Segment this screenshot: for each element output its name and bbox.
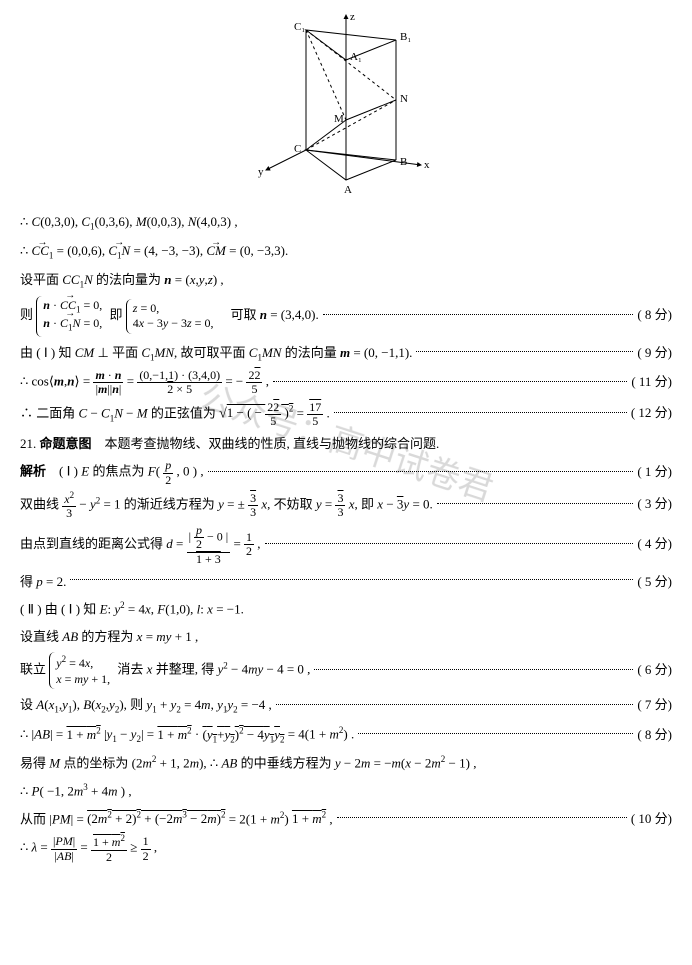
line-content: 解析 ( Ⅰ ) E 的焦点为 F( p2 , 0 ) , [20,459,204,486]
solution-line: 21. 命题意图 本题考查抛物线、双曲线的性质, 直线与抛物线的综合问题. [20,432,672,455]
solution-line: 得 p = 2. ( 5 分) [20,570,672,593]
solution-line: 易得 M 点的坐标为 (2m2 + 1, 2m), ∴ AB 的中垂线方程为 y… [20,751,672,775]
line-content: 由 ( Ⅰ ) 知 CM ⊥ 平面 C1MN, 故可取平面 C1MN 的法向量 … [20,341,412,366]
solution-line: ∴ cos⟨m,n⟩ = m · n|m||n| = (0,−1,1) · (3… [20,369,672,396]
solution-line: ∴ C(0,3,0), C1(0,3,6), M(0,0,3), N(4,0,3… [20,210,672,235]
solution-line: 由 ( Ⅰ ) 知 CM ⊥ 平面 C1MN, 故可取平面 C1MN 的法向量 … [20,341,672,366]
leader-dots [273,380,627,382]
solution-line: ∴ 二面角 C − C1N − M 的正弦值为 √1 − ( − 225 )2 … [20,401,672,428]
leader-dots [358,732,633,734]
score-label: ( 7 分) [637,693,672,716]
label-A: A [344,184,352,196]
solution-line: 由点到直线的距离公式得 d = | p2 − 0 |1 + 3 = 12 , ( … [20,524,672,566]
label-A1: A₁ [350,51,362,63]
solution-line: 则 n · CC1 = 0,n · C1N = 0, 即 z = 0,4x − … [20,296,672,336]
solution-body: ∴ C(0,3,0), C1(0,3,6), M(0,0,3), N(4,0,3… [20,210,672,864]
line-content: ∴ cos⟨m,n⟩ = m · n|m||n| = (0,−1,1) · (3… [20,369,269,396]
score-label: ( 8 分) [637,723,672,746]
leader-dots [334,411,627,413]
axis-x: x [424,159,430,171]
leader-dots [208,470,634,472]
label-C: C [294,143,301,155]
solution-line: 设 A(x1,y1), B(x2,y2), 则 y1 + y2 = 4m, y1… [20,693,672,718]
score-label: ( 5 分) [637,570,672,593]
solution-line: ∴ λ = |PM||AB| = 1 + m22 ≥ 12 , [20,834,672,863]
leader-dots [323,313,634,315]
score-label: ( 10 分) [631,807,672,830]
score-label: ( 6 分) [637,658,672,681]
line-content: 则 n · CC1 = 0,n · C1N = 0, 即 z = 0,4x − … [20,296,319,336]
solution-line: 解析 ( Ⅰ ) E 的焦点为 F( p2 , 0 ) , ( 1 分) [20,459,672,486]
solution-line: 设平面 CC1N 的法向量为 n = (x,y,z) , [20,268,672,293]
score-label: ( 9 分) [637,341,672,364]
prism-diagram: x y z A B C A₁ B₁ C₁ M N [246,10,446,200]
label-C1: C₁ [294,21,305,33]
axis-z: z [350,11,355,23]
leader-dots [276,703,634,705]
solution-line: 从而 |PM| = (2m2 + 2)2 + (−2m3 − 2m)2 = 2(… [20,807,672,831]
label-B1: B₁ [400,31,411,43]
solution-line: ∴ P( −1, 2m3 + 4m ) , [20,779,672,803]
leader-dots [265,542,634,544]
score-label: ( 8 分) [637,303,672,326]
solution-line: 设直线 AB 的方程为 x = my + 1 , [20,625,672,648]
solution-line: ( Ⅱ ) 由 ( Ⅰ ) 知 E: y2 = 4x, F(1,0), l: x… [20,597,672,621]
score-label: ( 11 分) [631,370,672,393]
line-content: 双曲线 x23 − y2 = 1 的渐近线方程为 y = ± 33 x, 不妨取… [20,491,433,520]
line-content: 由点到直线的距离公式得 d = | p2 − 0 |1 + 3 = 12 , [20,524,261,566]
line-content: ∴ 二面角 C − C1N − M 的正弦值为 √1 − ( − 225 )2 … [20,401,330,428]
score-label: ( 3 分) [637,492,672,515]
solution-line: ∴ CC1 = (0,0,6), C1N = (4, −3, −3), CM =… [20,239,672,264]
solution-line: 双曲线 x23 − y2 = 1 的渐近线方程为 y = ± 33 x, 不妨取… [20,491,672,520]
solution-line: 联立 y2 = 4x,x = my + 1, 消去 x 并整理, 得 y2 − … [20,652,672,689]
leader-dots [416,350,633,352]
score-label: ( 12 分) [631,401,672,424]
score-label: ( 4 分) [637,532,672,555]
label-N: N [400,93,408,105]
label-M: M [334,113,344,125]
line-content: 从而 |PM| = (2m2 + 2)2 + (−2m3 − 2m)2 = 2(… [20,807,333,831]
leader-dots [437,502,634,504]
axis-y: y [258,166,264,178]
line-content: 设 A(x1,y1), B(x2,y2), 则 y1 + y2 = 4m, y1… [20,693,272,718]
leader-dots [337,816,627,818]
score-label: ( 1 分) [637,460,672,483]
line-content: ∴ |AB| = 1 + m2 |y1 − y2| = 1 + m2 · (y1… [20,722,354,747]
line-content: 得 p = 2. [20,570,66,593]
line-content: 联立 y2 = 4x,x = my + 1, 消去 x 并整理, 得 y2 − … [20,652,310,689]
label-B: B [400,156,407,168]
leader-dots [70,578,633,580]
solution-line: ∴ |AB| = 1 + m2 |y1 − y2| = 1 + m2 · (y1… [20,722,672,747]
leader-dots [314,668,633,670]
